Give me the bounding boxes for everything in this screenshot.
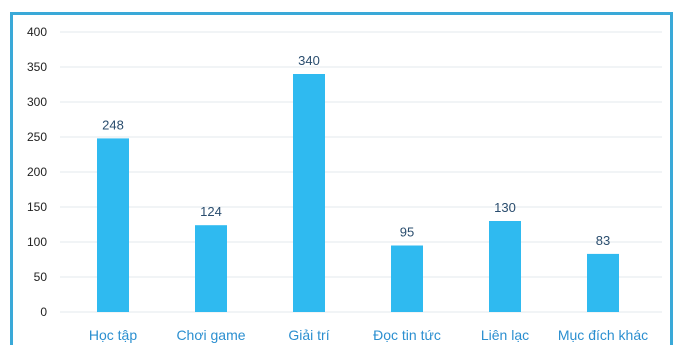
bar — [587, 253, 619, 312]
bar — [489, 221, 521, 312]
category-label: Giải trí — [288, 327, 329, 343]
category-label: Liên lạc — [481, 327, 529, 343]
y-tick-label: 150 — [27, 200, 47, 214]
bar — [293, 74, 325, 312]
bar — [97, 138, 129, 312]
data-label: 340 — [298, 53, 320, 68]
y-tick-label: 50 — [34, 270, 48, 284]
y-axis-tick-labels: 0 50 100 150 200 250 300 350 400 — [27, 25, 47, 319]
bar — [391, 245, 423, 312]
category-label: Đọc tin tức — [373, 327, 441, 343]
category-labels: Học tập Chơi game Giải trí Đọc tin tức Liên … — [89, 327, 648, 343]
bar — [195, 225, 227, 312]
y-tick-label: 250 — [27, 130, 47, 144]
y-tick-label: 200 — [27, 165, 47, 179]
data-label: 130 — [494, 200, 516, 215]
y-tick-label: 100 — [27, 235, 47, 249]
bars — [97, 74, 619, 312]
y-tick-label: 300 — [27, 95, 47, 109]
data-label: 124 — [200, 204, 222, 219]
category-label: Mục đích khác — [558, 327, 648, 343]
data-label: 83 — [596, 233, 610, 248]
y-tick-label: 400 — [27, 25, 47, 39]
category-label: Học tập — [89, 327, 137, 343]
data-label: 95 — [400, 225, 414, 240]
data-labels: 248 124 340 95 130 83 — [102, 53, 610, 248]
grid-lines — [60, 31, 662, 313]
category-label: Chơi game — [176, 327, 245, 343]
data-label: 248 — [102, 117, 124, 132]
y-tick-label: 0 — [40, 305, 47, 319]
y-tick-label: 350 — [27, 60, 47, 74]
